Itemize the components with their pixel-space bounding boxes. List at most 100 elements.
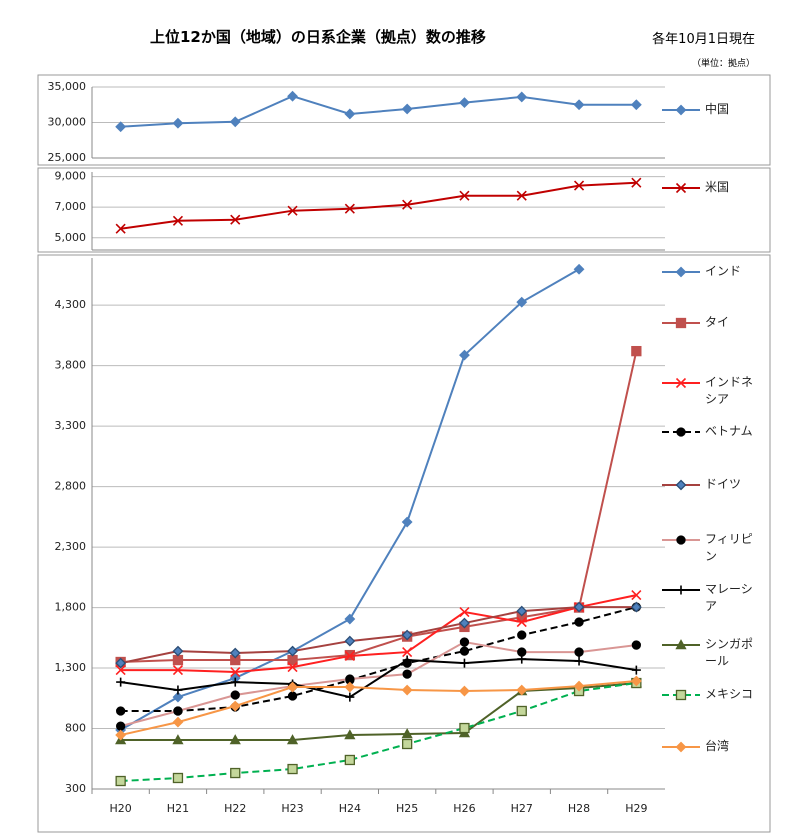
legend-marker [675, 317, 687, 329]
y-tick-label: 300 [65, 782, 86, 795]
data-point [287, 662, 298, 673]
data-point [630, 99, 642, 111]
data-point [516, 617, 527, 628]
data-point [345, 692, 355, 702]
data-point [401, 738, 413, 750]
data-point [459, 658, 469, 668]
legend-label: インドネシア [705, 375, 754, 406]
legend-label: 中国 [705, 102, 730, 116]
data-point [229, 734, 241, 745]
data-point [344, 754, 356, 766]
data-point [116, 706, 126, 716]
series-line [120, 606, 637, 712]
data-point [287, 205, 298, 216]
data-point [631, 665, 641, 675]
data-point [172, 691, 184, 703]
legend-label: 米国 [705, 180, 730, 194]
data-point [459, 646, 470, 656]
data-point [630, 675, 642, 687]
legend-marker [676, 427, 686, 437]
x-tick-label: H26 [453, 802, 475, 815]
legend-marker [675, 689, 687, 701]
data-point [401, 629, 413, 641]
unit-note: （単位：拠点） [691, 59, 755, 69]
y-tick-label: 2,800 [55, 480, 87, 493]
series-line [120, 350, 638, 663]
panel-frame [37, 167, 771, 253]
subtitle: 各年10月1日現在 [652, 32, 755, 47]
data-point [631, 640, 641, 650]
legend-marker [675, 639, 687, 650]
y-tick-label: 3,300 [55, 419, 87, 432]
y-tick-label: 25,000 [48, 151, 87, 164]
data-point [401, 516, 413, 528]
data-point [173, 685, 183, 695]
y-tick-label: 5,000 [55, 231, 87, 244]
y-tick-label: 1,800 [55, 601, 87, 614]
data-point [573, 601, 585, 613]
legend-marker [675, 182, 687, 194]
x-tick-label: H23 [281, 802, 303, 815]
x-tick-label: H28 [568, 802, 590, 815]
data-point [344, 203, 355, 214]
data-point [344, 681, 356, 693]
data-point [573, 263, 585, 275]
data-point [287, 90, 298, 102]
data-point [517, 630, 527, 640]
data-point [573, 99, 585, 111]
legend-marker [675, 479, 687, 491]
data-point [286, 734, 299, 745]
data-point [229, 700, 241, 712]
data-point [574, 617, 584, 627]
x-tick-label: H29 [625, 802, 647, 815]
data-point [459, 606, 470, 618]
legend-marker [676, 585, 686, 595]
legend-marker [675, 377, 687, 389]
x-tick-label: H24 [339, 802, 361, 815]
y-tick-label: 30,000 [48, 116, 87, 129]
series-line [120, 606, 637, 665]
series-line [120, 95, 637, 128]
x-tick-label: H27 [511, 802, 533, 815]
data-point [459, 685, 470, 697]
data-point [172, 734, 184, 745]
data-point [574, 656, 584, 666]
data-point [115, 775, 126, 787]
data-point [573, 680, 585, 692]
data-point [459, 617, 470, 629]
panel-frame [37, 254, 771, 833]
y-tick-label: 2,300 [55, 540, 87, 553]
data-point [229, 647, 241, 659]
legend-label: シンガポール [705, 637, 754, 668]
data-point [172, 654, 184, 666]
data-point [459, 722, 470, 734]
data-point [229, 116, 241, 128]
data-point [287, 691, 298, 701]
data-point [630, 601, 642, 613]
legend-label: タイ [705, 315, 730, 329]
x-tick-label: H25 [396, 802, 418, 815]
data-point [516, 296, 528, 308]
data-point [344, 729, 356, 740]
data-point [116, 677, 126, 687]
data-point [287, 645, 298, 657]
data-point [287, 681, 298, 693]
series-line [120, 682, 637, 742]
y-tick-label: 800 [65, 722, 86, 735]
series-line [120, 682, 637, 783]
legend-label: インド [705, 264, 742, 278]
legend-label: ベトナム [705, 424, 753, 438]
panel-frame [37, 74, 771, 166]
data-point [173, 706, 183, 716]
data-point [230, 666, 241, 678]
data-point [459, 349, 470, 361]
data-point [115, 729, 127, 741]
data-point [516, 684, 528, 696]
data-point [517, 654, 527, 664]
data-point [573, 180, 585, 191]
data-point [344, 635, 356, 647]
data-point [230, 767, 241, 779]
legend-label: フィリピン [705, 532, 753, 563]
y-tick-label: 7,000 [55, 200, 87, 213]
